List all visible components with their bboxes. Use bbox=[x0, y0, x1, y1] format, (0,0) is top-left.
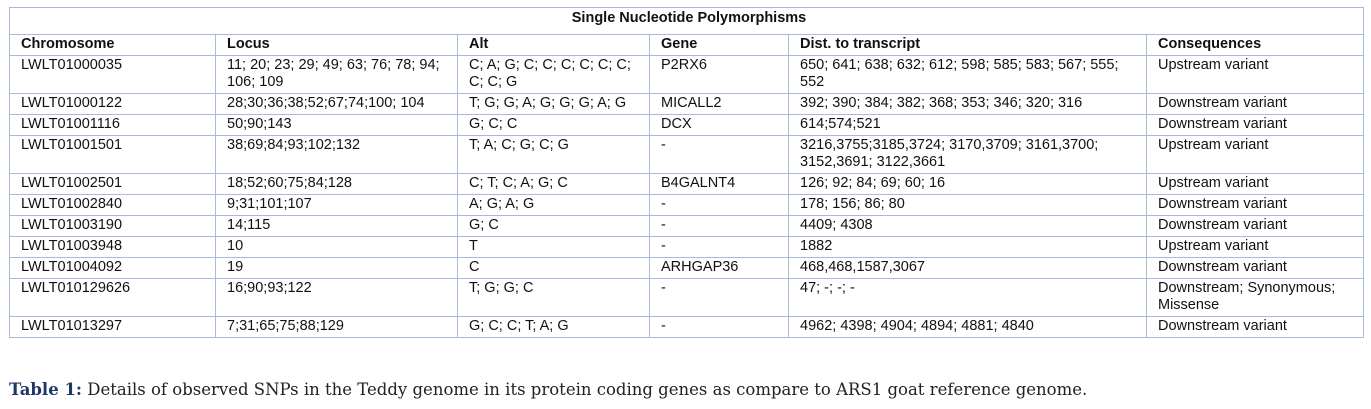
col-header-dist: Dist. to transcript bbox=[788, 34, 1147, 56]
cell-gene: P2RX6 bbox=[649, 55, 789, 94]
cell-consequences: Upstream variant bbox=[1146, 55, 1364, 94]
cell-locus: 11; 20; 23; 29; 49; 63; 76; 78; 94; 106;… bbox=[215, 55, 458, 94]
cell-dist: 392; 390; 384; 382; 368; 353; 346; 320; … bbox=[788, 93, 1147, 115]
cell-locus: 18;52;60;75;84;128 bbox=[215, 173, 458, 195]
col-header-alt: Alt bbox=[457, 34, 650, 56]
cell-gene: - bbox=[649, 236, 789, 258]
cell-gene: - bbox=[649, 135, 789, 174]
cell-chromosome: LWLT01000122 bbox=[9, 93, 216, 115]
cell-alt: C bbox=[457, 257, 650, 279]
table-row: LWLT01003190 14;115 G; C - 4409; 4308 Do… bbox=[9, 215, 1364, 237]
cell-chromosome: LWLT01001501 bbox=[9, 135, 216, 174]
cell-gene: - bbox=[649, 316, 789, 338]
table-row: LWLT01003948 10 T - 1882 Upstream varian… bbox=[9, 236, 1364, 258]
cell-dist: 614;574;521 bbox=[788, 114, 1147, 136]
cell-dist: 468,468,1587,3067 bbox=[788, 257, 1147, 279]
cell-dist: 650; 641; 638; 632; 612; 598; 585; 583; … bbox=[788, 55, 1147, 94]
cell-consequences: Downstream variant bbox=[1146, 257, 1364, 279]
table-row: LWLT01001116 50;90;143 G; C; C DCX 614;5… bbox=[9, 114, 1364, 136]
table-title: Single Nucleotide Polymorphisms bbox=[9, 7, 1364, 35]
cell-alt: G; C bbox=[457, 215, 650, 237]
snp-table: Single Nucleotide Polymorphisms Chromoso… bbox=[9, 7, 1364, 338]
cell-locus: 38;69;84;93;102;132 bbox=[215, 135, 458, 174]
cell-chromosome: LWLT01002840 bbox=[9, 194, 216, 216]
cell-locus: 16;90;93;122 bbox=[215, 278, 458, 317]
cell-consequences: Downstream variant bbox=[1146, 194, 1364, 216]
cell-alt: T; G; G; C bbox=[457, 278, 650, 317]
table-row: LWLT01013297 7;31;65;75;88;129 G; C; C; … bbox=[9, 316, 1364, 338]
cell-locus: 19 bbox=[215, 257, 458, 279]
cell-consequences: Upstream variant bbox=[1146, 236, 1364, 258]
cell-chromosome: LWLT01004092 bbox=[9, 257, 216, 279]
cell-gene: DCX bbox=[649, 114, 789, 136]
cell-chromosome: LWLT01003190 bbox=[9, 215, 216, 237]
cell-chromosome: LWLT01002501 bbox=[9, 173, 216, 195]
cell-consequences: Downstream; Synonymous; Missense bbox=[1146, 278, 1364, 317]
cell-locus: 10 bbox=[215, 236, 458, 258]
cell-gene: MICALL2 bbox=[649, 93, 789, 115]
table-row: LWLT01004092 19 C ARHGAP36 468,468,1587,… bbox=[9, 257, 1364, 279]
table-header-row: Chromosome Locus Alt Gene Dist. to trans… bbox=[9, 34, 1364, 56]
caption-text: Details of observed SNPs in the Teddy ge… bbox=[82, 380, 1088, 399]
cell-dist: 126; 92; 84; 69; 60; 16 bbox=[788, 173, 1147, 195]
caption-label: Table 1: bbox=[9, 380, 83, 399]
cell-consequences: Upstream variant bbox=[1146, 135, 1364, 174]
cell-gene: - bbox=[649, 278, 789, 317]
cell-chromosome: LWLT010129626 bbox=[9, 278, 216, 317]
table-row: LWLT01001501 38;69;84;93;102;132 T; A; C… bbox=[9, 135, 1364, 174]
cell-alt: C; T; C; A; G; C bbox=[457, 173, 650, 195]
cell-chromosome: LWLT01013297 bbox=[9, 316, 216, 338]
cell-locus: 50;90;143 bbox=[215, 114, 458, 136]
snp-table-container: Single Nucleotide Polymorphisms Chromoso… bbox=[9, 7, 1364, 338]
cell-dist: 4962; 4398; 4904; 4894; 4881; 4840 bbox=[788, 316, 1147, 338]
table-row: LWLT01000122 28;30;36;38;52;67;74;100; 1… bbox=[9, 93, 1364, 115]
cell-dist: 3216,3755;3185,3724; 3170,3709; 3161,370… bbox=[788, 135, 1147, 174]
cell-locus: 7;31;65;75;88;129 bbox=[215, 316, 458, 338]
cell-gene: ARHGAP36 bbox=[649, 257, 789, 279]
cell-alt: C; A; G; C; C; C; C; C; C; C; C; G bbox=[457, 55, 650, 94]
table-caption: Table 1: Details of observed SNPs in the… bbox=[9, 380, 1087, 399]
cell-locus: 9;31;101;107 bbox=[215, 194, 458, 216]
col-header-consequences: Consequences bbox=[1146, 34, 1364, 56]
cell-consequences: Downstream variant bbox=[1146, 93, 1364, 115]
col-header-locus: Locus bbox=[215, 34, 458, 56]
cell-locus: 14;115 bbox=[215, 215, 458, 237]
cell-consequences: Downstream variant bbox=[1146, 316, 1364, 338]
col-header-gene: Gene bbox=[649, 34, 789, 56]
cell-alt: T; A; C; G; C; G bbox=[457, 135, 650, 174]
cell-alt: A; G; A; G bbox=[457, 194, 650, 216]
cell-gene: - bbox=[649, 215, 789, 237]
cell-alt: T bbox=[457, 236, 650, 258]
table-row: LWLT01002501 18;52;60;75;84;128 C; T; C;… bbox=[9, 173, 1364, 195]
table-body: LWLT01000035 11; 20; 23; 29; 49; 63; 76;… bbox=[9, 55, 1364, 338]
cell-dist: 47; -; -; - bbox=[788, 278, 1147, 317]
cell-dist: 1882 bbox=[788, 236, 1147, 258]
cell-consequences: Downstream variant bbox=[1146, 114, 1364, 136]
table-row: LWLT010129626 16;90;93;122 T; G; G; C - … bbox=[9, 278, 1364, 317]
cell-gene: B4GALNT4 bbox=[649, 173, 789, 195]
cell-chromosome: LWLT01000035 bbox=[9, 55, 216, 94]
cell-consequences: Upstream variant bbox=[1146, 173, 1364, 195]
cell-dist: 178; 156; 86; 80 bbox=[788, 194, 1147, 216]
cell-chromosome: LWLT01001116 bbox=[9, 114, 216, 136]
cell-locus: 28;30;36;38;52;67;74;100; 104 bbox=[215, 93, 458, 115]
table-row: LWLT01000035 11; 20; 23; 29; 49; 63; 76;… bbox=[9, 55, 1364, 94]
cell-alt: G; C; C; T; A; G bbox=[457, 316, 650, 338]
cell-dist: 4409; 4308 bbox=[788, 215, 1147, 237]
table-row: LWLT01002840 9;31;101;107 A; G; A; G - 1… bbox=[9, 194, 1364, 216]
cell-alt: T; G; G; A; G; G; G; A; G bbox=[457, 93, 650, 115]
cell-alt: G; C; C bbox=[457, 114, 650, 136]
table-title-row: Single Nucleotide Polymorphisms bbox=[9, 7, 1364, 35]
col-header-chromosome: Chromosome bbox=[9, 34, 216, 56]
cell-consequences: Downstream variant bbox=[1146, 215, 1364, 237]
cell-gene: - bbox=[649, 194, 789, 216]
cell-chromosome: LWLT01003948 bbox=[9, 236, 216, 258]
